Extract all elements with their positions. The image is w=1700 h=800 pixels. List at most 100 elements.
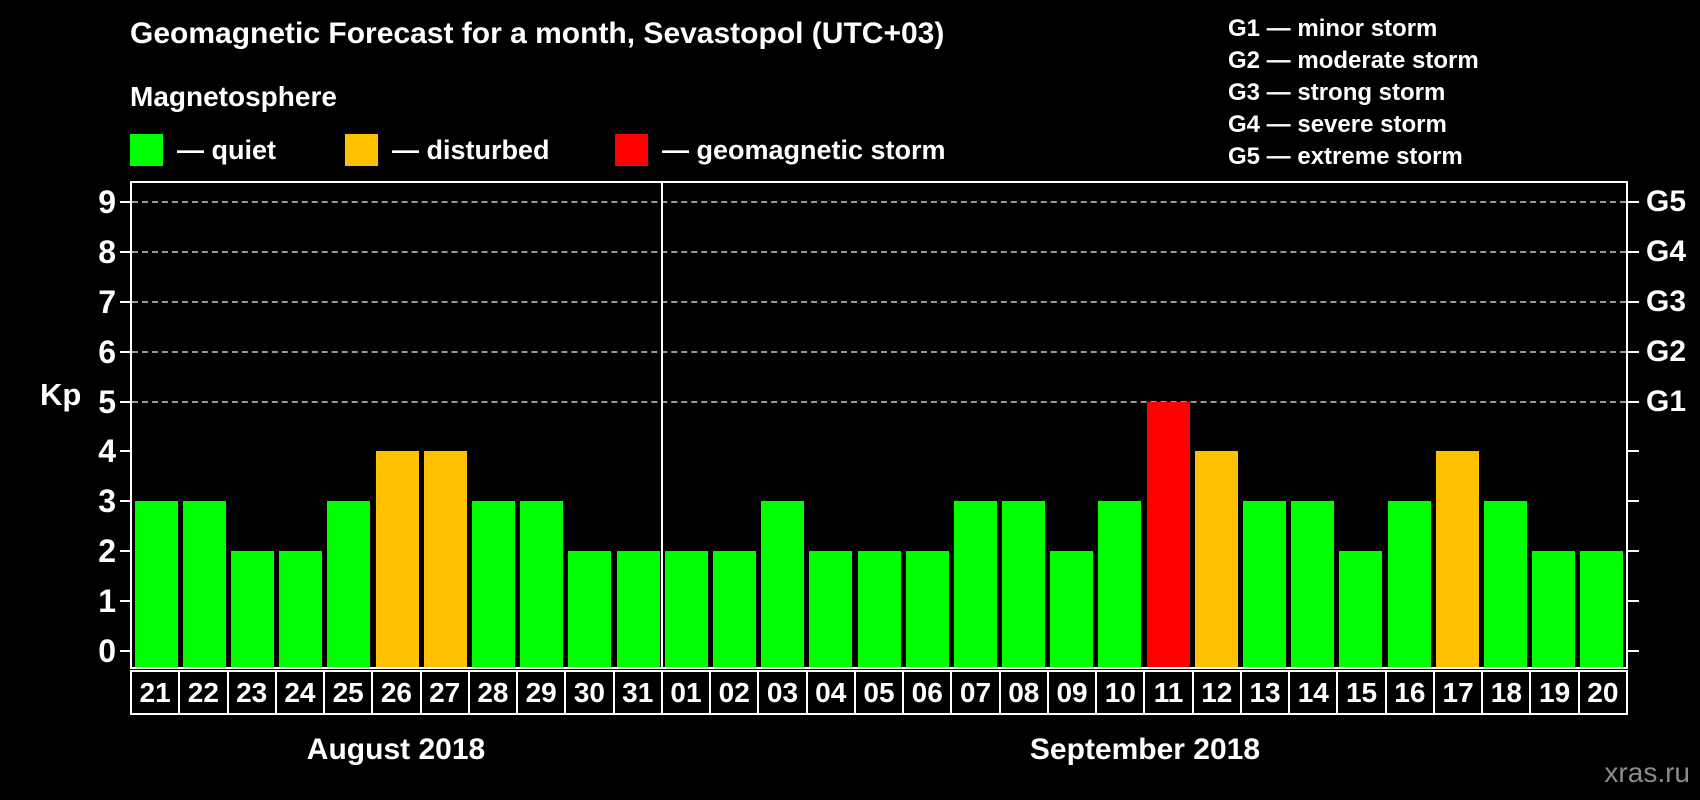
left-tick-kp-0 [120,650,131,652]
y-tick-label-0: 0 [98,633,116,669]
y-tick-label-6: 6 [98,333,116,370]
g-axis-label-G3: G3 [1646,284,1687,318]
day-cell-10: 10 [1097,672,1144,713]
left-tick-kp-4 [120,450,131,453]
right-tick-kp-2 [1628,550,1639,553]
watermark-text: xras.ru [1604,757,1690,788]
day-cell-11: 11 [1145,672,1192,713]
storm-color-swatch [615,134,648,166]
kp-bar-day-11 [1146,401,1190,667]
left-tick-kp-8 [120,250,131,253]
kp-bar-day-01 [664,551,708,667]
day-cell-26: 26 [373,672,420,713]
kp-bar-day-16 [1387,501,1431,667]
g-scale-legend: G1 — minor storm G2 — moderate storm G3 — … [1228,13,1479,173]
y-tick-label-3: 3 [98,483,116,520]
kp-bar-day-03 [761,501,805,667]
disturbed-color-swatch [345,134,378,166]
day-cell-09: 09 [1048,672,1096,713]
right-tick-kp-0 [1628,650,1639,652]
day-cell-16: 16 [1386,672,1433,713]
kp-bar-day-26 [375,451,419,667]
day-cell-31: 31 [614,672,661,713]
day-cell-24: 24 [276,672,324,713]
left-tick-kp-5 [120,400,131,403]
day-cell-02: 02 [711,672,758,713]
day-cell-18: 18 [1483,672,1530,713]
day-cell-17: 17 [1434,672,1482,713]
month-separator-line [661,183,664,667]
g-axis-label-G4: G4 [1646,234,1687,268]
kp-bar-day-05 [857,551,901,667]
day-cell-01: 01 [662,672,710,713]
month-label-august: August 2018 [306,733,486,766]
day-cell-05: 05 [855,672,903,713]
g-legend-line: G3 — strong storm [1228,79,1446,106]
kp-bar-day-21 [134,501,178,667]
left-tick-kp-1 [120,600,131,603]
left-tick-kp-3 [120,500,131,503]
y-tick-label-4: 4 [98,433,116,470]
left-tick-kp-2 [120,550,131,553]
kp-bar-day-04 [809,551,853,667]
kp-bar-day-12 [1194,451,1238,667]
kp-bar-day-25 [327,501,371,667]
day-cell-27: 27 [421,672,468,713]
kp-bar-day-09 [1050,551,1094,667]
kp-bar-day-14 [1291,501,1335,667]
right-tick-kp-1 [1628,600,1639,603]
day-cell-30: 30 [566,672,613,713]
kp-bar-day-31 [616,551,660,667]
g-axis-label-G2: G2 [1646,334,1687,368]
quiet-color-swatch [130,134,163,166]
day-cell-23: 23 [228,672,275,713]
kp-bar-day-28 [471,501,515,667]
day-cell-25: 25 [325,672,372,713]
kp-bar-day-02 [712,551,756,667]
day-cell-29: 29 [518,672,565,713]
chart-title: Geomagnetic Forecast for a month, Sevast… [130,17,945,50]
legend-label-storm: — geomagnetic storm [662,134,946,165]
kp-bar-day-07 [953,501,997,667]
legend-label-disturbed: — disturbed [392,134,550,165]
y-tick-label-7: 7 [98,283,116,320]
kp-bar-day-13 [1243,501,1287,667]
kp-bar-day-24 [279,551,323,667]
g-axis-label-G5: G5 [1646,184,1687,218]
right-tick-kp-7 [1628,300,1639,303]
right-tick-kp-6 [1628,350,1639,353]
day-cell-08: 08 [1000,672,1047,713]
right-tick-kp-5 [1628,400,1639,403]
kp-bar-day-19 [1532,551,1576,667]
kp-bar-day-20 [1580,551,1624,667]
legend-item-quiet: — quiet [130,134,276,166]
day-cell-04: 04 [807,672,854,713]
day-cell-14: 14 [1290,672,1337,713]
day-cell-19: 19 [1531,672,1578,713]
day-cell-28: 28 [469,672,517,713]
kp-bar-day-17 [1435,451,1479,667]
month-label-september: September 2018 [1029,733,1261,766]
legend-heading: Magnetosphere [130,81,337,112]
y-tick-label-9: 9 [98,183,116,220]
kp-bar-day-30 [568,551,612,667]
day-cell-22: 22 [180,672,227,713]
day-cell-03: 03 [759,672,806,713]
y-tick-label-5: 5 [98,383,116,420]
right-tick-kp-4 [1628,450,1639,453]
kp-bar-day-23 [230,551,274,667]
left-tick-kp-6 [120,350,131,353]
kp-bar-day-15 [1339,551,1383,667]
day-cell-12: 12 [1193,672,1240,713]
y-tick-label-8: 8 [98,233,116,270]
day-cell-07: 07 [952,672,999,713]
kp-bar-day-22 [182,501,226,667]
gridline-kp-7 [132,300,1626,303]
g-legend-line: G4 — severe storm [1228,111,1447,138]
legend-item-storm: — geomagnetic storm [615,134,946,166]
day-axis-row: 21 22 23 24 25 26 27 28 29 30 31 01 02 03 04 05 06 07 08 09… [130,670,1628,715]
day-cell-20: 20 [1579,672,1626,713]
right-tick-kp-3 [1628,500,1639,503]
right-tick-kp-9 [1628,200,1639,203]
